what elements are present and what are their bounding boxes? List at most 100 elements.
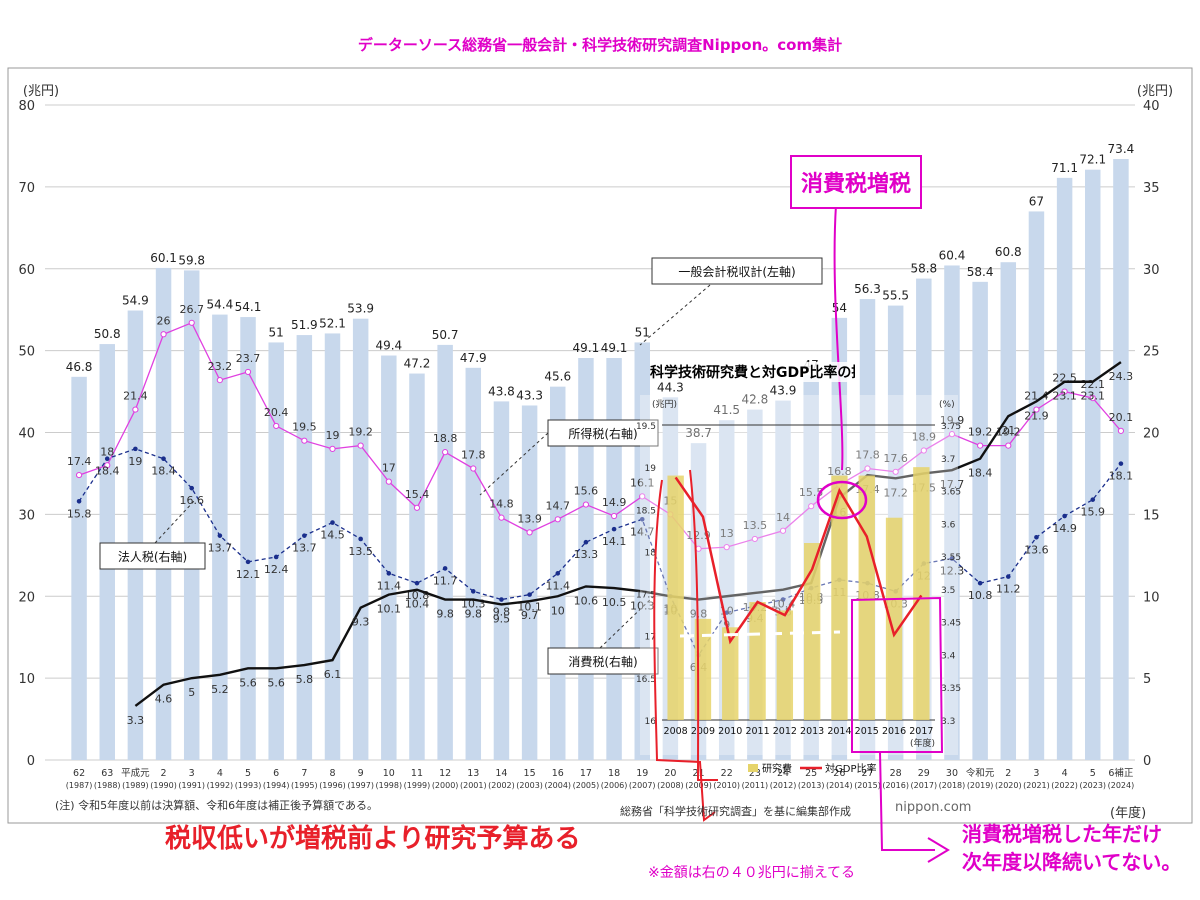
x-year-label: (2012) bbox=[770, 781, 797, 790]
inset-right-tick: 3.65 bbox=[941, 488, 961, 498]
left-tick-label: 0 bbox=[27, 754, 35, 769]
corporate-value-label: 11.4 bbox=[546, 579, 571, 592]
bar-value-label: 60.4 bbox=[939, 248, 966, 262]
income-value-label: 14.7 bbox=[546, 499, 571, 512]
corporate-point bbox=[161, 456, 166, 462]
income-point bbox=[610, 512, 618, 520]
x-tick-label: 16 bbox=[552, 768, 564, 779]
income-value-label: 23.7 bbox=[236, 352, 261, 365]
right-tick-label: 35 bbox=[1143, 181, 1160, 196]
inset-right-unit: (%) bbox=[939, 400, 955, 410]
x-tick-label: 12 bbox=[439, 768, 451, 779]
magenta-highlight-box bbox=[851, 596, 944, 753]
income-point bbox=[329, 445, 336, 452]
consumption-value-label: 18.4 bbox=[968, 467, 993, 480]
consumption-value-label: 5.6 bbox=[239, 676, 257, 689]
total-tax-bar bbox=[972, 281, 988, 760]
x-year-label: (2017) bbox=[911, 781, 938, 790]
x-tick-label: 平成元 bbox=[121, 767, 150, 779]
income-point bbox=[104, 462, 111, 469]
corporate-point bbox=[1062, 513, 1067, 519]
research-bar bbox=[722, 627, 739, 720]
corporate-value-label: 18.1 bbox=[1109, 470, 1134, 483]
total-tax-bar bbox=[240, 317, 256, 760]
magenta-callout: 消費税増税した年だけ 次年度以降続いてない。 bbox=[962, 820, 1181, 876]
income-value-label: 16.1 bbox=[630, 476, 655, 489]
series-label-income: 所得税(右軸) bbox=[568, 426, 637, 441]
corporate-point bbox=[217, 533, 223, 538]
corporate-point bbox=[470, 589, 476, 594]
corporate-value-label: 10.8 bbox=[968, 589, 993, 602]
inset-left-tick: 17.5 bbox=[636, 591, 656, 601]
consumption-value-label: 24.3 bbox=[1109, 370, 1134, 383]
inset-legend-swatch-bar bbox=[748, 764, 758, 772]
total-tax-bar bbox=[324, 333, 341, 760]
consumption-value-label: 21 bbox=[1001, 424, 1015, 437]
left-tick-label: 20 bbox=[18, 590, 35, 605]
income-value-label: 14 bbox=[776, 511, 790, 524]
inset-right-tick: 3.7 bbox=[941, 455, 955, 465]
magenta-arrow-head bbox=[927, 837, 950, 863]
income-value-label: 19.2 bbox=[996, 426, 1021, 439]
bar-value-label: 54.4 bbox=[207, 298, 234, 312]
x-year-label: (2008) bbox=[657, 781, 684, 790]
x-tick-label: 62 bbox=[73, 768, 85, 779]
x-tick-label: 63 bbox=[101, 768, 113, 779]
magenta-arrow bbox=[879, 751, 935, 851]
corporate-value-label: 13.3 bbox=[574, 548, 599, 561]
note-callout: ※金額は右の４０兆円に揃えてる bbox=[648, 865, 856, 881]
bar-value-label: 50.8 bbox=[94, 327, 121, 341]
research-bar bbox=[776, 610, 794, 720]
income-point bbox=[160, 331, 167, 338]
x-tick-label: 19 bbox=[636, 768, 648, 779]
red-highlight-outline bbox=[653, 469, 718, 822]
x-year-label: (2010) bbox=[713, 781, 740, 790]
bar-value-label: 51.9 bbox=[291, 318, 318, 332]
series-label-total: 一般会計税収計(左軸) bbox=[678, 264, 795, 279]
consumption-value-label: 5 bbox=[188, 686, 195, 699]
income-point bbox=[864, 465, 871, 472]
total-tax-bar bbox=[493, 401, 510, 760]
corporate-point bbox=[1090, 497, 1096, 502]
x-tick-label: 11 bbox=[411, 768, 423, 779]
right-tick-label: 0 bbox=[1143, 754, 1151, 769]
x-year-label: (2024) bbox=[1108, 781, 1135, 790]
income-value-label: 17.8 bbox=[461, 449, 486, 462]
x-year-label: (2004) bbox=[544, 781, 571, 790]
x-tick-label: 6補正 bbox=[1108, 767, 1134, 779]
right-tick-label: 10 bbox=[1143, 590, 1160, 605]
income-point bbox=[977, 442, 984, 449]
tax-increase-callout: 消費税増税 bbox=[790, 155, 922, 209]
corporate-point bbox=[104, 456, 110, 462]
bar-value-label: 49.1 bbox=[573, 341, 600, 355]
left-tick-label: 30 bbox=[18, 508, 35, 523]
income-point bbox=[385, 478, 392, 485]
left-tick-label: 40 bbox=[18, 427, 35, 442]
income-point bbox=[723, 544, 730, 551]
consumption-value-label: 10.4 bbox=[405, 598, 430, 611]
consumption-value-label: 23.1 bbox=[1081, 390, 1106, 403]
corporate-value-label: 9.8 bbox=[493, 606, 511, 619]
x-year-label: (1992) bbox=[207, 781, 234, 790]
magenta-callout-line1: 消費税増税した年だけ bbox=[962, 822, 1162, 846]
corporate-point bbox=[302, 533, 307, 538]
consumption-value-label: 10.5 bbox=[602, 596, 627, 609]
inset-right-tick: 3.55 bbox=[941, 553, 961, 563]
income-value-label: 19.9 bbox=[940, 414, 965, 427]
total-tax-bar bbox=[521, 405, 538, 760]
income-value-label: 19 bbox=[326, 429, 340, 442]
total-tax-bar bbox=[606, 357, 622, 760]
consumption-value-label: 23.1 bbox=[1052, 390, 1077, 403]
income-value-label: 13.9 bbox=[517, 512, 542, 525]
inset-x-tick: 2017 bbox=[909, 726, 933, 737]
consumption-value-label: 10.6 bbox=[574, 594, 599, 607]
x-year-label: (1990) bbox=[150, 781, 177, 790]
income-point bbox=[498, 514, 505, 521]
income-point bbox=[413, 504, 421, 511]
bar-value-label: 55.5 bbox=[882, 289, 909, 303]
x-tick-label: 9 bbox=[358, 768, 364, 779]
income-point bbox=[301, 437, 308, 444]
inset-left-tick: 16 bbox=[645, 717, 657, 727]
income-value-label: 20.4 bbox=[264, 406, 289, 419]
